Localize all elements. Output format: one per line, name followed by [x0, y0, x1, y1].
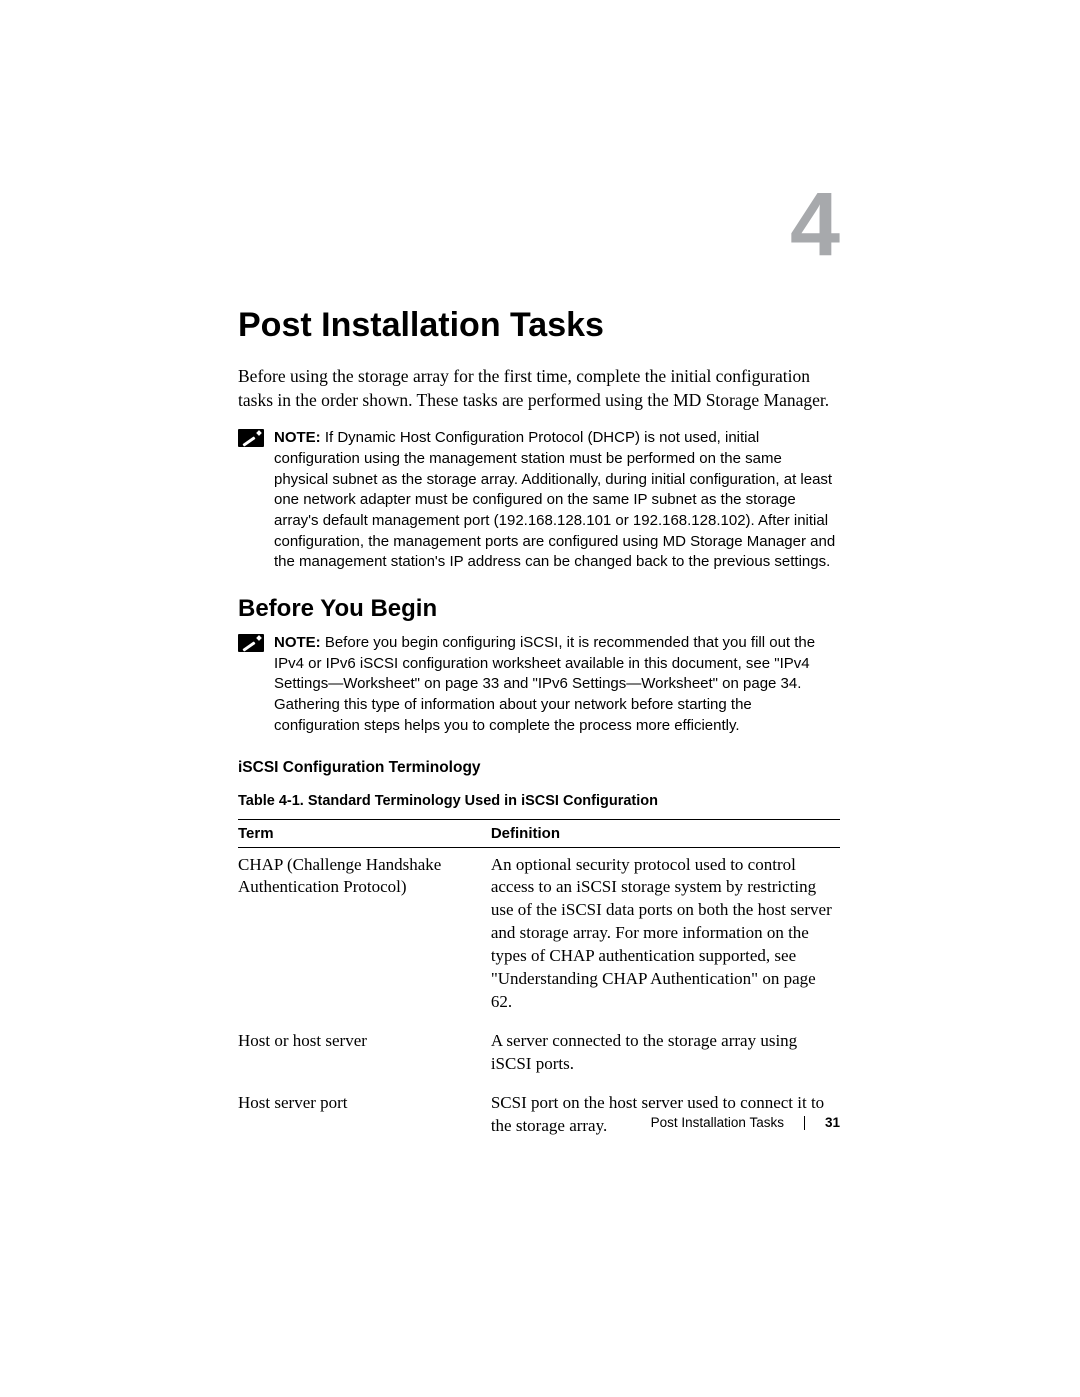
page-footer: Post Installation Tasks 31 — [651, 1115, 840, 1130]
footer-separator — [804, 1116, 805, 1130]
term-cell: Host server port — [238, 1086, 491, 1148]
note-block-2: NOTE: Before you begin configuring iSCSI… — [238, 633, 840, 736]
term-cell: CHAP (Challenge Handshake Authentication… — [238, 847, 491, 1024]
note-text: NOTE: Before you begin configuring iSCSI… — [274, 633, 840, 736]
note-label: NOTE: — [274, 634, 321, 651]
table-header-row: Term Definition — [238, 819, 840, 847]
definition-cell: An optional security protocol used to co… — [491, 847, 840, 1024]
note-label: NOTE: — [274, 429, 321, 446]
footer-page-number: 31 — [825, 1115, 840, 1130]
table-caption: Table 4-1. Standard Terminology Used in … — [238, 793, 840, 809]
note-body: If Dynamic Host Configuration Protocol (… — [274, 429, 835, 570]
term-cell: Host or host server — [238, 1024, 491, 1086]
note-block-1: NOTE: If Dynamic Host Configuration Prot… — [238, 428, 840, 573]
footer-title: Post Installation Tasks — [651, 1115, 784, 1130]
page-title: Post Installation Tasks — [238, 306, 840, 345]
section-heading: Before You Begin — [238, 595, 840, 623]
intro-paragraph: Before using the storage array for the f… — [238, 365, 840, 412]
note-icon — [238, 429, 264, 447]
table-header-definition: Definition — [491, 819, 840, 847]
chapter-number: 4 — [238, 180, 840, 270]
note-text: NOTE: If Dynamic Host Configuration Prot… — [274, 428, 840, 573]
terminology-table: Term Definition CHAP (Challenge Handshak… — [238, 819, 840, 1148]
table-header-term: Term — [238, 819, 491, 847]
definition-cell: A server connected to the storage array … — [491, 1024, 840, 1086]
document-page: 4 Post Installation Tasks Before using t… — [0, 0, 1080, 1148]
note-icon — [238, 634, 264, 652]
table-row: CHAP (Challenge Handshake Authentication… — [238, 847, 840, 1024]
table-row: Host or host server A server connected t… — [238, 1024, 840, 1086]
subsection-heading: iSCSI Configuration Terminology — [238, 759, 840, 777]
note-body: Before you begin configuring iSCSI, it i… — [274, 634, 815, 734]
